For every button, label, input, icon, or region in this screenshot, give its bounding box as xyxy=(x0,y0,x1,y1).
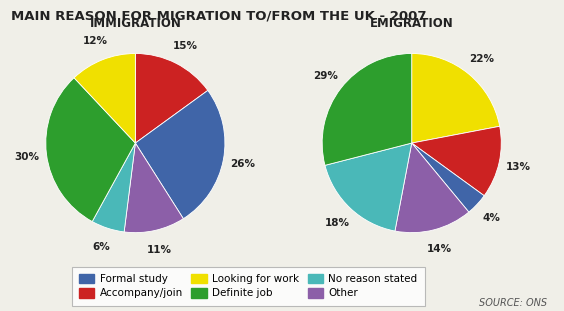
Text: SOURCE: ONS: SOURCE: ONS xyxy=(479,298,547,308)
Text: 11%: 11% xyxy=(147,245,171,255)
Text: 15%: 15% xyxy=(173,41,197,51)
Text: 14%: 14% xyxy=(426,244,451,254)
Wedge shape xyxy=(412,143,484,212)
Text: 26%: 26% xyxy=(230,159,255,169)
Text: 29%: 29% xyxy=(313,71,338,81)
Text: 22%: 22% xyxy=(469,54,494,64)
Wedge shape xyxy=(135,53,208,143)
Text: 30%: 30% xyxy=(15,152,39,162)
Text: 12%: 12% xyxy=(83,36,108,46)
Wedge shape xyxy=(46,78,135,221)
Wedge shape xyxy=(92,143,135,232)
Wedge shape xyxy=(412,126,501,196)
Title: EMIGRATION: EMIGRATION xyxy=(370,17,453,30)
Text: 6%: 6% xyxy=(92,242,111,252)
Text: 4%: 4% xyxy=(482,213,500,223)
Wedge shape xyxy=(135,91,225,219)
Text: 13%: 13% xyxy=(506,162,531,172)
Wedge shape xyxy=(322,53,412,165)
Wedge shape xyxy=(325,143,412,231)
Wedge shape xyxy=(395,143,469,233)
Legend: Formal study, Accompany/join, Looking for work, Definite job, No reason stated, : Formal study, Accompany/join, Looking fo… xyxy=(72,267,425,306)
Text: 18%: 18% xyxy=(324,218,350,228)
Text: MAIN REASON FOR MIGRATION TO/FROM THE UK - 2007: MAIN REASON FOR MIGRATION TO/FROM THE UK… xyxy=(11,9,427,22)
Wedge shape xyxy=(74,53,135,143)
Title: IMMIGRATION: IMMIGRATION xyxy=(90,17,181,30)
Wedge shape xyxy=(124,143,183,233)
Wedge shape xyxy=(412,53,500,143)
